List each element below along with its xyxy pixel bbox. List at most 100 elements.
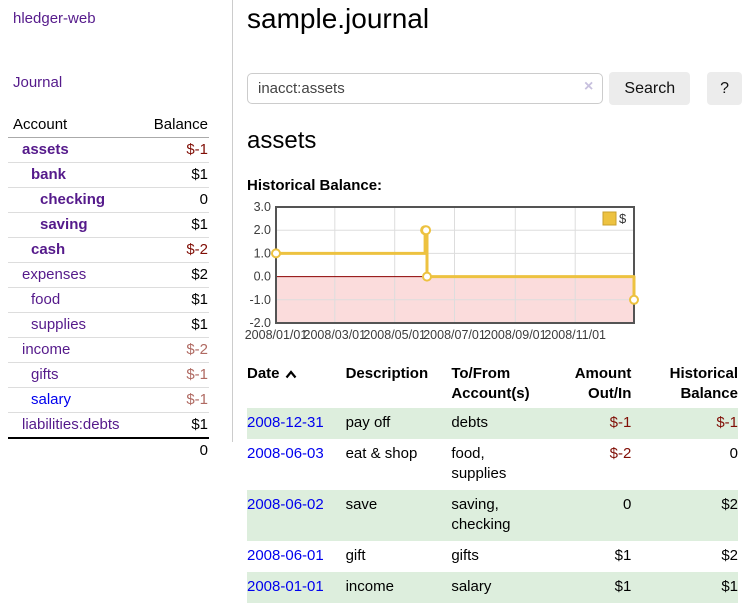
account-link-cash[interactable]: cash: [31, 241, 66, 258]
chart-border: [275, 206, 635, 324]
account-row: supplies $1: [8, 313, 209, 338]
sort-ascending-icon: [285, 366, 297, 383]
account-row: salary $-1: [8, 388, 209, 413]
register-date-cell: 2008-12-31: [247, 408, 346, 439]
account-name-cell: food: [8, 288, 139, 313]
chart-ytick-label: 1.0: [254, 246, 271, 260]
account-heading: assets: [247, 127, 317, 154]
register-description-cell: gift: [345, 547, 366, 564]
account-link-assets[interactable]: assets: [22, 141, 69, 158]
account-balance: $1: [191, 291, 208, 308]
register-accounts-cell: gifts: [451, 547, 479, 564]
transaction-date-link[interactable]: 2008-06-02: [247, 496, 324, 513]
account-link-gifts[interactable]: gifts: [31, 366, 59, 383]
account-name-cell: gifts: [8, 363, 139, 388]
register-header-accounts: To/From Account(s): [451, 365, 530, 402]
accounts-header-account: Account: [8, 113, 139, 138]
help-button[interactable]: ?: [707, 72, 742, 105]
account-name-cell: saving: [8, 213, 139, 238]
chart-ytick-label: -1.0: [249, 293, 271, 307]
register-accounts-cell: food, supplies: [451, 445, 507, 482]
chart-xtick-label: 2008/03/01: [304, 328, 367, 342]
register-table: Date Description To/From Account(s) Amou…: [247, 360, 738, 603]
register-amount-cell: $-2: [609, 445, 632, 462]
register-date-cell: 2008-06-03: [247, 439, 346, 490]
account-link-bank[interactable]: bank: [31, 166, 67, 183]
app-brand-link[interactable]: hledger-web: [13, 10, 96, 27]
account-balance: $-2: [186, 241, 208, 258]
register-amount-cell: $-1: [609, 414, 632, 431]
account-name-cell: bank: [8, 163, 139, 188]
register-row: 2008-01-01 income salary $1 $1: [247, 572, 738, 603]
account-link-checking[interactable]: checking: [40, 191, 106, 208]
register-amount-cell: $1: [614, 547, 632, 564]
accounts-total-row: 0: [8, 437, 209, 463]
register-accounts-cell: salary: [451, 578, 492, 595]
nav-journal-link[interactable]: Journal: [13, 74, 63, 91]
chart-marker: [421, 225, 432, 236]
account-row: cash $-2: [8, 238, 209, 263]
chart-marker: [422, 271, 432, 282]
chart-svg: $3.0 2.0 1.0 0.0 -1.0 -2.02008/01/012008/03/0…: [245, 200, 639, 342]
chart-xtick-label: 2008/07/01: [423, 328, 486, 342]
register-row: 2008-06-03 eat & shop food, supplies $-2 0: [247, 439, 738, 490]
transaction-date-link[interactable]: 2008-06-01: [247, 547, 324, 564]
account-name-cell: salary: [8, 388, 139, 413]
chart-heading: Historical Balance:: [247, 177, 383, 194]
register-description-cell: income: [345, 578, 394, 595]
register-row: 2008-12-31 pay off debts $-1 $-1: [247, 408, 738, 439]
account-row: liabilities:debts $1: [8, 413, 209, 438]
transaction-date-link[interactable]: 2008-06-03: [247, 445, 324, 462]
account-row: saving $1: [8, 213, 209, 238]
search-button[interactable]: Search: [609, 72, 691, 105]
account-row: checking 0: [8, 188, 209, 213]
register-date-cell: 2008-01-01: [247, 572, 346, 603]
sidebar-nav: Journal: [13, 74, 232, 92]
transaction-date-link[interactable]: 2008-12-31: [247, 414, 324, 431]
accounts-table: Account Balance assets $-1 bank $1 checking 0…: [8, 113, 209, 463]
account-balance: $-2: [186, 341, 208, 358]
register-amount-cell: $1: [614, 578, 632, 595]
register-description-cell: eat & shop: [345, 445, 418, 462]
search-box: ×: [247, 73, 604, 104]
chart-legend-label: $: [619, 211, 627, 226]
account-link-food[interactable]: food: [31, 291, 61, 308]
account-name-cell: checking: [8, 188, 139, 213]
account-link-expenses[interactable]: expenses: [22, 266, 87, 283]
register-header-date[interactable]: Date: [247, 360, 346, 408]
register-balance-cell: $1: [721, 578, 738, 595]
chart-xtick-label: 2008/01/01: [245, 328, 308, 342]
register-amount-cell: 0: [623, 496, 632, 513]
account-balance: $-1: [186, 141, 208, 158]
account-link-salary[interactable]: salary: [31, 391, 72, 408]
chart-marker: [271, 248, 281, 259]
account-link-saving[interactable]: saving: [40, 216, 88, 233]
register-balance-cell: $-1: [716, 414, 738, 431]
register-header-amount: Amount Out/In: [574, 365, 632, 402]
account-name-cell: cash: [8, 238, 139, 263]
account-name-cell: expenses: [8, 263, 139, 288]
account-row: assets $-1: [8, 138, 209, 163]
account-balance: $1: [191, 216, 208, 233]
account-row: expenses $2: [8, 263, 209, 288]
clear-search-icon[interactable]: ×: [584, 78, 594, 95]
account-link-supplies[interactable]: supplies: [31, 316, 87, 333]
account-balance: 0: [199, 191, 208, 208]
accounts-header-balance: Balance: [138, 113, 209, 138]
accounts-header-row: Account Balance: [8, 113, 209, 138]
chart-xtick-label: 2008/09/01: [484, 328, 547, 342]
search-input[interactable]: [247, 73, 604, 104]
chart-ytick-label: -2.0: [249, 316, 271, 330]
transaction-date-link[interactable]: 2008-01-01: [247, 578, 324, 595]
account-balance: $2: [191, 266, 208, 283]
accounts-total-value: 0: [138, 437, 209, 463]
account-row: food $1: [8, 288, 209, 313]
register-accounts-cell: saving, checking: [451, 496, 511, 533]
chart-legend-swatch: [602, 211, 617, 226]
app-brand: hledger-web: [13, 10, 232, 28]
register-header-balance: Historical Balance: [669, 365, 738, 402]
account-balance: $1: [191, 316, 208, 333]
account-link-liabilities-debts[interactable]: liabilities:debts: [22, 416, 120, 433]
account-link-income[interactable]: income: [22, 341, 71, 358]
search-row: × Search ?: [247, 72, 742, 105]
